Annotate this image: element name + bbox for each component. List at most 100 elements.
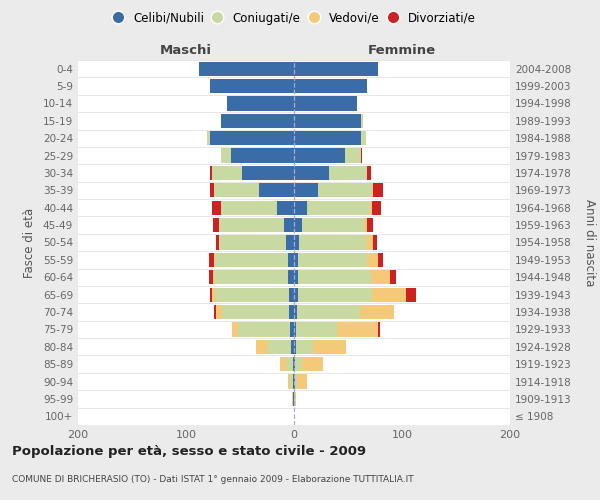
Bar xyxy=(296,322,337,336)
Bar xyxy=(298,253,367,267)
Bar xyxy=(296,340,313,354)
Bar xyxy=(199,62,294,76)
Bar xyxy=(294,340,296,354)
Bar xyxy=(221,148,232,162)
Bar xyxy=(294,96,356,110)
Bar xyxy=(372,288,406,302)
Bar xyxy=(406,288,416,302)
Bar xyxy=(364,218,367,232)
Bar xyxy=(238,322,290,336)
Bar xyxy=(227,96,294,110)
Bar xyxy=(267,340,291,354)
Bar xyxy=(292,392,293,406)
Bar xyxy=(370,200,372,215)
Bar xyxy=(294,392,296,406)
Bar xyxy=(367,236,373,250)
Bar xyxy=(259,183,294,198)
Bar xyxy=(313,340,346,354)
Bar xyxy=(295,357,302,372)
Bar xyxy=(209,270,213,284)
Bar xyxy=(216,305,221,319)
Text: Femmine: Femmine xyxy=(368,44,436,57)
Bar xyxy=(277,200,294,215)
Bar xyxy=(390,270,395,284)
Bar xyxy=(210,79,294,93)
Bar xyxy=(294,62,378,76)
Bar xyxy=(298,288,372,302)
Bar xyxy=(307,200,370,215)
Bar xyxy=(302,218,364,232)
Bar xyxy=(287,270,294,284)
Bar xyxy=(210,131,294,146)
Bar xyxy=(373,183,383,198)
Bar xyxy=(287,253,294,267)
Bar xyxy=(221,305,289,319)
Bar xyxy=(280,357,286,372)
Bar xyxy=(361,131,367,146)
Bar xyxy=(337,322,378,336)
Legend: Celibi/Nubili, Coniugati/e, Vedovi/e, Divorziati/e: Celibi/Nubili, Coniugati/e, Vedovi/e, Di… xyxy=(109,8,479,28)
Bar xyxy=(289,305,294,319)
Bar xyxy=(360,305,394,319)
Bar xyxy=(378,253,383,267)
Bar xyxy=(213,270,214,284)
Bar xyxy=(210,288,212,302)
Bar xyxy=(294,200,307,215)
Bar xyxy=(212,200,221,215)
Text: Maschi: Maschi xyxy=(160,44,212,57)
Bar xyxy=(295,374,297,388)
Bar xyxy=(220,236,286,250)
Bar xyxy=(214,183,259,198)
Bar xyxy=(294,79,367,93)
Bar xyxy=(209,253,214,267)
Bar xyxy=(214,270,287,284)
Bar xyxy=(294,148,345,162)
Bar xyxy=(367,253,378,267)
Bar xyxy=(367,166,371,180)
Bar xyxy=(293,374,294,388)
Bar xyxy=(206,131,210,146)
Y-axis label: Anni di nascita: Anni di nascita xyxy=(583,199,596,286)
Bar xyxy=(294,131,361,146)
Bar xyxy=(297,374,307,388)
Bar xyxy=(215,288,289,302)
Bar xyxy=(372,200,382,215)
Bar xyxy=(284,218,294,232)
Bar xyxy=(293,392,294,406)
Bar xyxy=(291,340,294,354)
Bar xyxy=(210,183,214,198)
Text: COMUNE DI BRICHERASIO (TO) - Dati ISTAT 1° gennaio 2009 - Elaborazione TUTTITALI: COMUNE DI BRICHERASIO (TO) - Dati ISTAT … xyxy=(12,475,413,484)
Bar xyxy=(213,218,220,232)
Bar xyxy=(294,322,296,336)
Bar xyxy=(289,288,294,302)
Bar xyxy=(294,236,299,250)
Bar xyxy=(361,148,362,162)
Bar xyxy=(215,253,287,267)
Bar xyxy=(345,148,361,162)
Bar xyxy=(294,114,361,128)
Bar xyxy=(367,218,373,232)
Bar xyxy=(221,114,294,128)
Bar xyxy=(290,322,294,336)
Bar xyxy=(294,218,302,232)
Bar xyxy=(329,166,367,180)
Bar xyxy=(286,236,294,250)
Bar xyxy=(214,253,215,267)
Bar xyxy=(297,305,360,319)
Bar xyxy=(212,288,215,302)
Bar xyxy=(298,270,371,284)
Bar xyxy=(361,114,363,128)
Bar xyxy=(210,166,212,180)
Bar xyxy=(294,357,295,372)
Bar xyxy=(221,200,277,215)
Bar xyxy=(318,183,372,198)
Bar xyxy=(294,374,295,388)
Bar xyxy=(232,322,238,336)
Text: Popolazione per età, sesso e stato civile - 2009: Popolazione per età, sesso e stato civil… xyxy=(12,445,366,458)
Bar xyxy=(299,236,367,250)
Bar xyxy=(232,148,294,162)
Bar xyxy=(242,166,294,180)
Bar xyxy=(294,183,318,198)
Bar xyxy=(294,253,298,267)
Bar xyxy=(294,288,298,302)
